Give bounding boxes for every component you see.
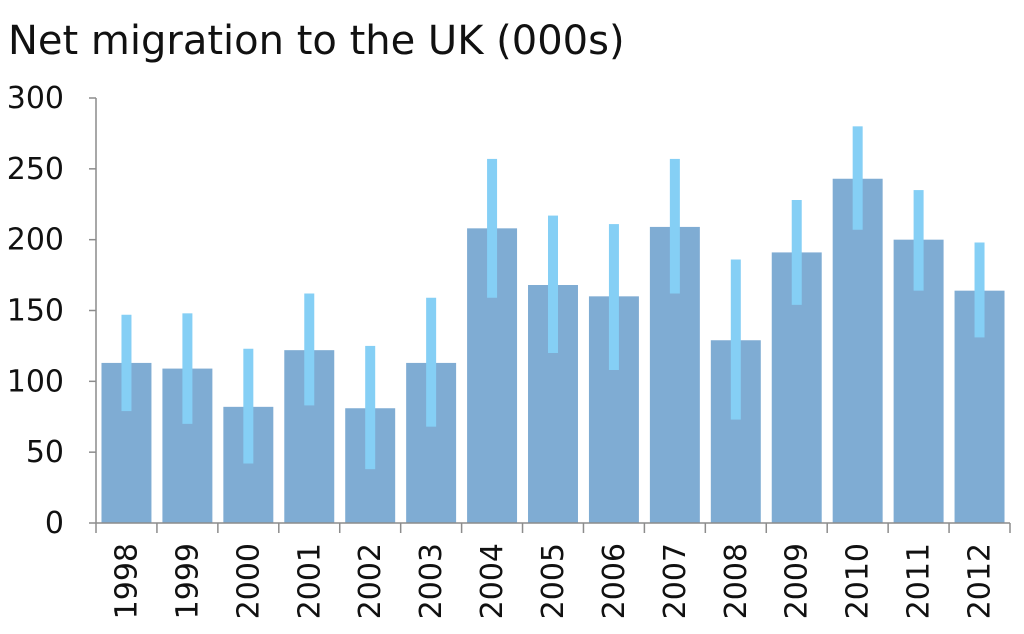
error-bar-2001: [304, 293, 315, 406]
y-tick-label: 100: [7, 364, 64, 399]
x-tick-label: 2003: [414, 543, 449, 619]
x-tick-label: 2006: [597, 543, 632, 619]
y-tick-label: 200: [7, 223, 64, 258]
x-tick-label: 2004: [475, 543, 510, 619]
y-tick-label: 300: [7, 81, 64, 116]
x-tick-label: 2007: [658, 543, 693, 619]
error-bar-2005: [548, 215, 558, 353]
error-bar-2010: [852, 126, 863, 230]
x-tick-label: 2012: [963, 543, 998, 619]
error-bars: [121, 126, 985, 470]
error-bar-1999: [182, 313, 193, 424]
x-tick-label: 2005: [536, 543, 571, 619]
x-tick-label: 2010: [841, 543, 876, 619]
x-tick-label: 2009: [780, 543, 815, 619]
error-bar-1998: [121, 314, 132, 412]
error-bar-2004: [487, 158, 498, 298]
chart-title: Net migration to the UK (000s): [8, 18, 625, 64]
x-tick-label: 1998: [109, 543, 144, 619]
error-bar-2008: [730, 259, 741, 420]
error-bar-2000: [243, 348, 254, 464]
error-bar-2011: [913, 190, 924, 291]
y-axis: 0 50 100 150 200 250 300: [7, 81, 96, 541]
error-bar-2006: [608, 224, 619, 370]
x-tick-label: 1999: [170, 543, 205, 619]
x-tick-label: 2002: [353, 543, 388, 619]
error-bar-2009: [791, 200, 802, 305]
error-bar-2002: [365, 345, 376, 470]
y-tick-label: 250: [7, 152, 64, 187]
error-bar-2012: [974, 242, 985, 338]
bar-2010: [832, 178, 883, 523]
x-axis: 1998 1999 2000 2001 2002 2003 2004 2005 2006 2007…: [95, 523, 1011, 619]
y-tick-label: 150: [7, 294, 64, 329]
x-tick-label: 2011: [902, 543, 937, 619]
x-tick-label: 2001: [292, 543, 327, 619]
x-tick-label: 2008: [719, 543, 754, 619]
x-tick-label: 2000: [231, 543, 266, 619]
error-bar-2003: [426, 297, 437, 427]
error-bar-2007: [669, 158, 680, 294]
y-tick-label: 50: [26, 435, 64, 470]
y-tick-label: 0: [45, 506, 64, 541]
